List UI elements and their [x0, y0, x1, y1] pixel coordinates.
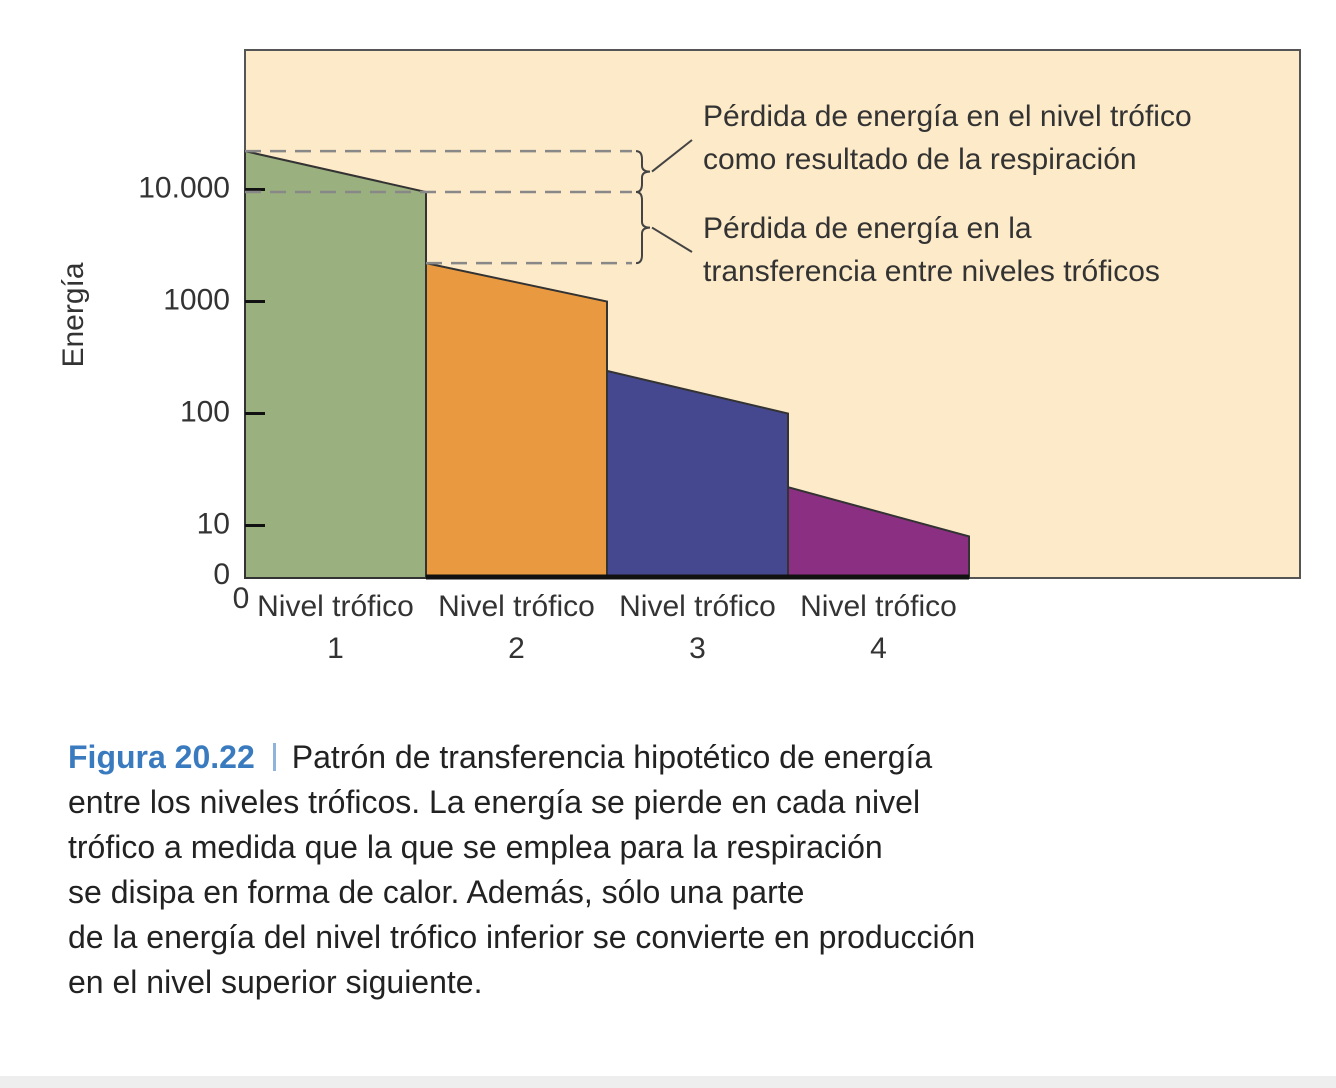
- leader: [651, 226, 693, 253]
- chart: Energía 0 10 100 1000 10.000 0 Pérdida de ener…: [57, 49, 1301, 615]
- y-tick-label: 10.000: [138, 171, 230, 204]
- x-tick-label: Nivel trófico 3: [619, 590, 776, 665]
- annotation: transferencia entre niveles tróficos: [703, 255, 1160, 288]
- x-tick-label: 0: [233, 582, 250, 615]
- brace: [635, 150, 651, 193]
- caption-text: trófico a medida que la que se emplea pa…: [68, 829, 883, 865]
- x-tick-label: Nivel trófico 2: [438, 590, 595, 665]
- caption-text: Patrón de transferencia hipotético de en…: [291, 739, 933, 775]
- caption-text: se disipa en forma de calor. Además, sól…: [68, 874, 805, 910]
- bottom-strip: [0, 1076, 1336, 1088]
- trophic-level: [244, 149, 427, 579]
- caption: Figura 20.22 Patrón de transferencia hipo…: [68, 735, 975, 1005]
- y-axis-label: Energía: [57, 262, 90, 367]
- annotation: como resultado de la respiración: [703, 143, 1137, 176]
- trophic-level: [425, 261, 608, 579]
- caption-text: de la energía del nivel trófico inferior…: [68, 919, 976, 955]
- caption-label: Figura 20.22: [68, 739, 255, 775]
- annotation: Pérdida de energía en la: [703, 212, 1032, 245]
- x-tick-label: Nivel trófico 4: [800, 590, 957, 665]
- separator: [272, 743, 276, 771]
- annotation: Pérdida de energía en el nivel trófico: [703, 100, 1192, 133]
- y-tick-label: 100: [180, 395, 230, 428]
- y-tick-label: 10: [197, 507, 230, 540]
- y-tick-label: 1000: [163, 283, 230, 316]
- brace: [635, 191, 651, 265]
- x-tick-label: Nivel trófico 1: [257, 590, 414, 665]
- y-tick-label: 0: [213, 558, 230, 591]
- caption-text: entre los niveles tróficos. La energía s…: [68, 784, 921, 820]
- leader: [651, 139, 693, 173]
- caption-text: en el nivel superior siguiente.: [68, 964, 483, 1000]
